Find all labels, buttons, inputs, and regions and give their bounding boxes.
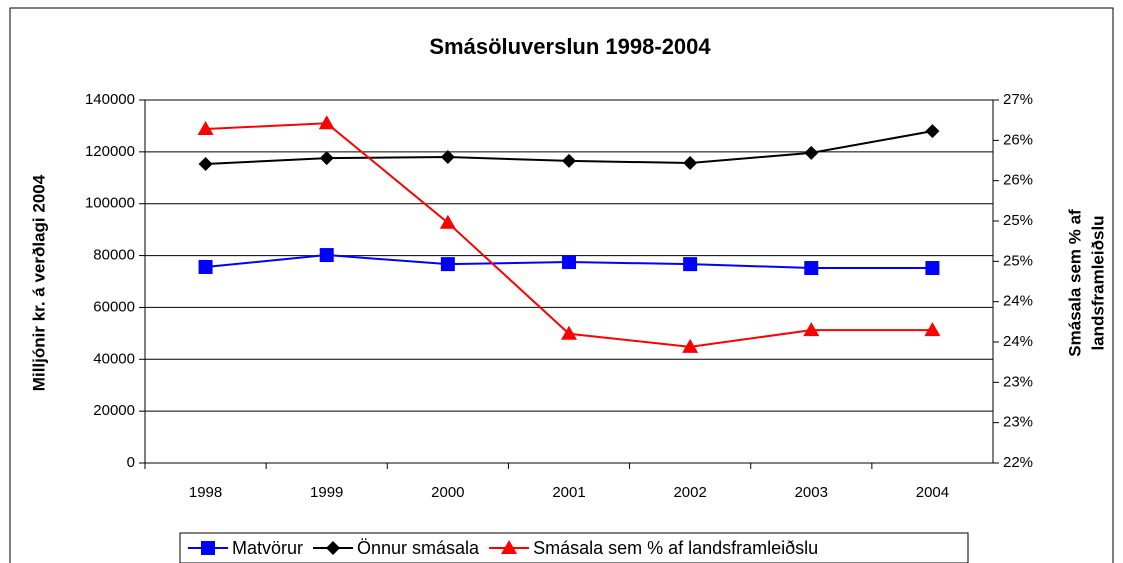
y2-tick-label: 27% bbox=[1003, 91, 1033, 108]
point bbox=[440, 150, 455, 165]
x-tick-label: 2003 bbox=[795, 484, 828, 501]
point bbox=[319, 248, 334, 263]
y-tick-label: 120000 bbox=[85, 143, 135, 160]
x-tick-label: 1999 bbox=[310, 484, 343, 501]
point bbox=[562, 255, 576, 270]
x-tick-label: 2000 bbox=[431, 484, 464, 501]
y2-tick-label: 25% bbox=[1003, 252, 1033, 269]
y2-axis-title: Smásala sem % af bbox=[1065, 209, 1084, 357]
point bbox=[319, 151, 334, 166]
y-tick-label: 80000 bbox=[93, 247, 135, 264]
y-axis-title: Milljónir kr. á verðlagi 2004 bbox=[29, 174, 48, 391]
point bbox=[197, 121, 214, 136]
point bbox=[683, 156, 698, 171]
y2-tick-label: 25% bbox=[1003, 212, 1033, 229]
point bbox=[318, 115, 335, 130]
legend-marker bbox=[326, 541, 341, 555]
point bbox=[682, 338, 699, 353]
y-tick-label: 20000 bbox=[93, 402, 135, 419]
y2-axis-title: landsframleiðslu bbox=[1088, 215, 1107, 350]
legend-marker bbox=[201, 541, 215, 555]
y2-tick-label: 23% bbox=[1003, 414, 1033, 431]
legend-box bbox=[179, 532, 969, 563]
x-tick-label: 2004 bbox=[916, 484, 949, 501]
y-tick-label: 140000 bbox=[85, 91, 135, 108]
y2-tick-label: 22% bbox=[1003, 454, 1033, 471]
x-tick-label: 1998 bbox=[189, 484, 222, 501]
point bbox=[440, 257, 455, 272]
point bbox=[561, 325, 577, 340]
x-tick-label: 2002 bbox=[673, 484, 706, 501]
chart-border bbox=[9, 7, 1114, 563]
point bbox=[562, 153, 576, 168]
legend-label: Önnur smásala bbox=[357, 538, 480, 558]
y2-tick-label: 26% bbox=[1003, 172, 1033, 189]
y2-tick-label: 24% bbox=[1003, 333, 1033, 350]
point bbox=[804, 145, 819, 160]
y-tick-label: 100000 bbox=[85, 195, 135, 212]
point bbox=[198, 157, 213, 172]
point bbox=[924, 322, 941, 337]
legend-label: Matvörur bbox=[232, 538, 303, 558]
legend-label: Smásala sem % af landsframleiðslu bbox=[533, 538, 818, 558]
y-tick-label: 40000 bbox=[93, 350, 135, 367]
chart-title: Smásöluverslun 1998-2004 bbox=[429, 34, 711, 59]
point bbox=[439, 214, 456, 229]
legend-marker bbox=[501, 540, 518, 554]
point bbox=[925, 124, 940, 139]
y2-tick-label: 24% bbox=[1003, 293, 1033, 310]
point bbox=[198, 259, 213, 274]
y2-tick-label: 26% bbox=[1003, 131, 1033, 148]
point bbox=[803, 322, 820, 337]
y-tick-label: 60000 bbox=[93, 298, 135, 315]
point bbox=[925, 261, 940, 276]
point bbox=[683, 257, 698, 272]
y-tick-label: 0 bbox=[127, 454, 135, 471]
point bbox=[804, 261, 819, 276]
y2-tick-label: 23% bbox=[1003, 373, 1033, 390]
x-tick-label: 2001 bbox=[552, 484, 585, 501]
